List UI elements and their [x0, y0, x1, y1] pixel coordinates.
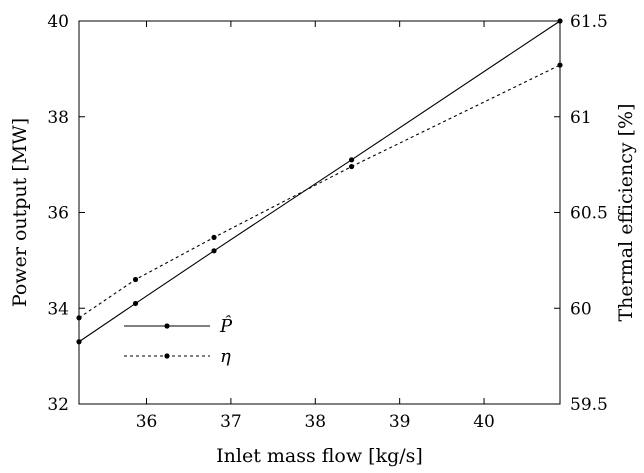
x-tick-label: 36	[136, 412, 158, 432]
y-left-tick-label: 32	[47, 395, 69, 415]
axes	[78, 20, 561, 405]
y-axis-right-label: Thermal efficiency [%]	[615, 103, 637, 321]
series-point-2	[76, 315, 82, 321]
y-right-tick-label: 61	[570, 108, 592, 128]
legend-label-1: P̂	[219, 315, 233, 337]
ticks: 36 37 38 39 40 32 34 36 38 40 59.5 60 60.5 61 61.5	[47, 12, 608, 432]
series	[76, 18, 563, 345]
legend-marker-2	[164, 353, 170, 359]
y-right-tick-label: 59.5	[570, 395, 608, 415]
series-point-1	[348, 157, 355, 163]
y-right-tick-label: 61.5	[570, 12, 608, 32]
y-axis-left-label: Power output [MW]	[9, 118, 31, 307]
legend-label-2: η	[220, 346, 231, 367]
series-point-2	[132, 276, 139, 283]
legend-marker-1	[164, 323, 170, 329]
plot-frame	[78, 20, 561, 405]
series-point-2	[348, 163, 355, 170]
y-left-tick-label: 38	[47, 108, 69, 128]
y-left-tick-label: 40	[47, 12, 69, 32]
series-point-1	[132, 300, 139, 307]
series-point-2	[211, 234, 217, 240]
y-right-tick-label: 60	[570, 299, 592, 319]
x-tick-label: 40	[473, 412, 495, 432]
y-right-tick-label: 60.5	[570, 204, 608, 224]
x-tick-label: 38	[304, 412, 326, 432]
legend: P̂ η	[124, 315, 233, 367]
series-point-1	[76, 339, 82, 345]
x-axis-label: Inlet mass flow [kg/s]	[216, 445, 423, 467]
series-line-2	[78, 64, 561, 319]
y-left-tick-label: 34	[47, 299, 69, 319]
x-tick-label: 39	[389, 412, 411, 432]
series-point-1	[211, 248, 217, 254]
y-left-tick-label: 36	[47, 204, 69, 224]
series-point-2	[557, 62, 563, 68]
series-point-1	[557, 18, 563, 24]
x-tick-label: 37	[220, 412, 242, 432]
series-line-1	[78, 20, 561, 343]
